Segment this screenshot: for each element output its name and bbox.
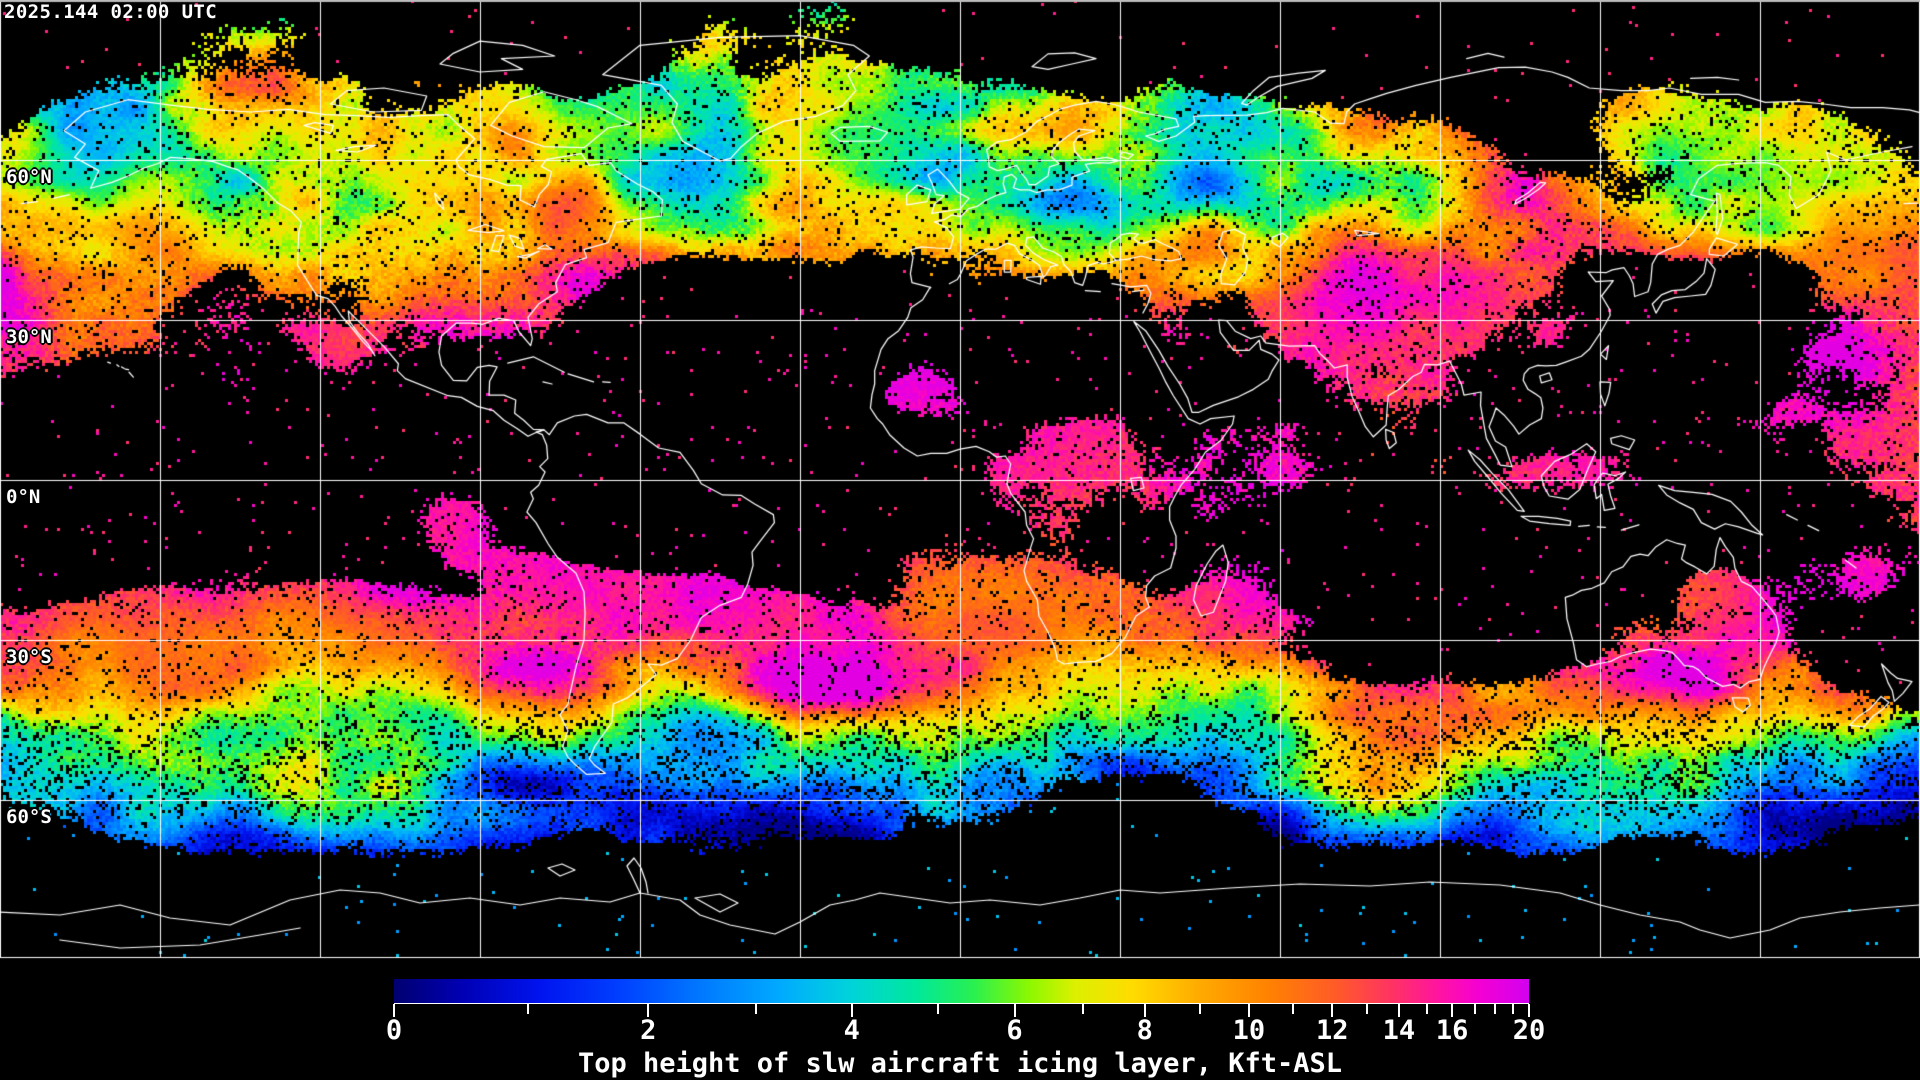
colorbar-tick-label: 12 — [1315, 1015, 1349, 1046]
colorbar-tick — [1198, 1004, 1201, 1014]
colorbar-tick — [1493, 1004, 1496, 1014]
lat-label-30s: 30°S — [6, 646, 52, 668]
colorbar-tick — [936, 1004, 939, 1014]
colorbar-tick — [1291, 1004, 1294, 1014]
colorbar-tick — [393, 1004, 395, 1017]
colorbar-tick — [850, 1004, 853, 1017]
colorbar-tick — [1528, 1004, 1530, 1017]
colorbar: 0 2 4 6 8 10 12 14 16 20 — [386, 979, 1545, 1079]
colorbar-tick — [1143, 1004, 1146, 1017]
lat-label-30n: 30°N — [6, 326, 52, 348]
colorbar-tick-label: 20 — [1512, 1015, 1546, 1046]
lat-label-0n: 0°N — [6, 486, 41, 508]
colorbar-tick — [1247, 1004, 1250, 1017]
colorbar-tick-label: 8 — [1136, 1015, 1153, 1046]
colorbar-tick — [1331, 1004, 1334, 1017]
colorbar-tick-label: 16 — [1435, 1015, 1469, 1046]
colorbar-tick-label: 2 — [640, 1015, 657, 1046]
timestamp-label: 2025.144 02:00 UTC — [4, 1, 218, 23]
colorbar-caption: Top height of slw aircraft icing layer, … — [577, 1048, 1342, 1079]
colorbar-tick — [754, 1004, 757, 1014]
colorbar-tick — [1511, 1004, 1514, 1014]
colorbar-tick — [1082, 1004, 1085, 1014]
colorbar-tick — [647, 1004, 650, 1017]
colorbar-tick-label: 4 — [843, 1015, 860, 1046]
colorbar-tick — [1426, 1004, 1429, 1014]
colorbar-tick — [1366, 1004, 1369, 1014]
colorbar-gradient — [394, 979, 1529, 1003]
colorbar-baseline — [394, 1003, 1529, 1004]
colorbar-tick-label: 0 — [385, 1015, 403, 1046]
colorbar-tick — [1473, 1004, 1476, 1014]
colorbar-tick — [1397, 1004, 1400, 1017]
colorbar-tick — [1451, 1004, 1454, 1017]
lat-label-60s: 60°S — [6, 806, 52, 828]
colorbar-tick — [527, 1004, 530, 1014]
colorbar-tick-label: 6 — [1006, 1015, 1023, 1046]
colorbar-tick-label: 14 — [1382, 1015, 1416, 1046]
colorbar-tick-label: 10 — [1232, 1015, 1266, 1046]
lat-label-60n: 60°N — [6, 166, 52, 188]
colorbar-tick — [1013, 1004, 1016, 1017]
